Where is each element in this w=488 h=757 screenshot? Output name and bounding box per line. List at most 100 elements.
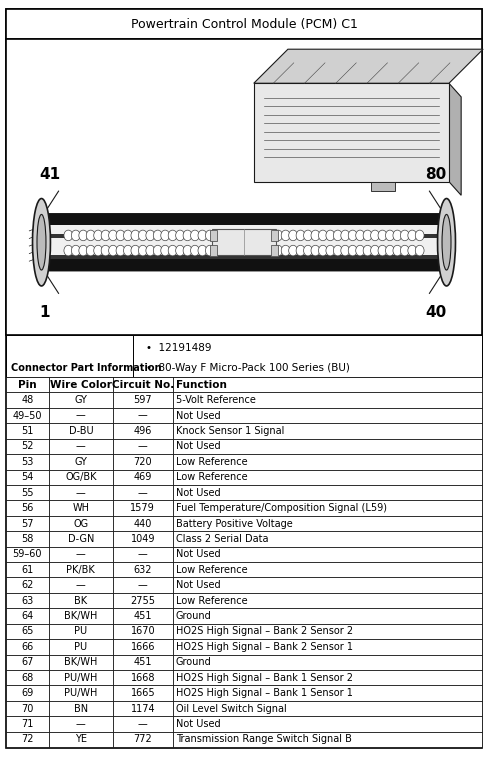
Bar	[49, 454, 113, 469]
Bar	[173, 377, 482, 392]
Bar	[44, 213, 444, 226]
Text: BK: BK	[74, 596, 87, 606]
Bar	[173, 670, 482, 686]
Text: D-BU: D-BU	[68, 426, 93, 436]
Ellipse shape	[71, 230, 80, 241]
Bar	[113, 670, 173, 686]
Text: Not Used: Not Used	[176, 441, 221, 451]
Bar	[6, 686, 49, 701]
Bar	[113, 732, 173, 747]
Text: 71: 71	[21, 719, 34, 729]
Text: BK/WH: BK/WH	[64, 657, 98, 668]
Ellipse shape	[176, 245, 184, 256]
Ellipse shape	[86, 230, 95, 241]
Text: PU: PU	[74, 627, 87, 637]
Ellipse shape	[393, 245, 402, 256]
Text: 69: 69	[21, 688, 33, 698]
Bar	[113, 392, 173, 408]
Bar	[173, 686, 482, 701]
Text: Not Used: Not Used	[176, 580, 221, 590]
Ellipse shape	[281, 230, 290, 241]
Text: GY: GY	[75, 395, 87, 405]
Bar	[6, 469, 49, 485]
Bar	[113, 423, 173, 438]
Ellipse shape	[363, 245, 372, 256]
Bar	[210, 245, 217, 256]
Text: —: —	[138, 441, 148, 451]
Ellipse shape	[326, 245, 335, 256]
Text: 5-Volt Reference: 5-Volt Reference	[176, 395, 256, 405]
Bar	[173, 454, 482, 469]
Bar	[6, 670, 49, 686]
Ellipse shape	[101, 230, 110, 241]
Bar	[173, 732, 482, 747]
Text: Not Used: Not Used	[176, 550, 221, 559]
Text: HO2S High Signal – Bank 2 Sensor 1: HO2S High Signal – Bank 2 Sensor 1	[176, 642, 353, 652]
Text: Wire Color: Wire Color	[50, 380, 112, 390]
Ellipse shape	[348, 245, 357, 256]
Bar	[6, 609, 49, 624]
Ellipse shape	[304, 230, 312, 241]
Text: 632: 632	[134, 565, 152, 575]
Ellipse shape	[363, 230, 372, 241]
Text: 80: 80	[425, 167, 447, 182]
Ellipse shape	[415, 230, 424, 241]
Text: 440: 440	[134, 519, 152, 528]
Bar	[49, 701, 113, 716]
Ellipse shape	[333, 245, 342, 256]
Ellipse shape	[176, 230, 184, 241]
Ellipse shape	[168, 245, 177, 256]
Ellipse shape	[296, 245, 305, 256]
Bar	[49, 469, 113, 485]
Text: 1666: 1666	[130, 642, 155, 652]
Text: 2755: 2755	[130, 596, 155, 606]
Text: —: —	[76, 719, 86, 729]
Text: PK/BK: PK/BK	[66, 565, 95, 575]
Text: 67: 67	[21, 657, 34, 668]
Text: Oil Level Switch Signal: Oil Level Switch Signal	[176, 703, 287, 714]
Text: OG/BK: OG/BK	[65, 472, 97, 482]
Bar	[49, 686, 113, 701]
Bar	[49, 531, 113, 547]
Text: —: —	[138, 580, 148, 590]
Bar	[49, 423, 113, 438]
Ellipse shape	[123, 245, 132, 256]
Text: 41: 41	[39, 167, 60, 182]
Bar	[49, 624, 113, 639]
Ellipse shape	[415, 245, 424, 256]
Bar	[113, 377, 173, 392]
Ellipse shape	[79, 245, 88, 256]
Text: BN: BN	[74, 703, 88, 714]
Text: Battery Positive Voltage: Battery Positive Voltage	[176, 519, 293, 528]
Text: 61: 61	[21, 565, 33, 575]
Bar	[49, 670, 113, 686]
Bar	[6, 593, 49, 609]
Text: Low Reference: Low Reference	[176, 596, 247, 606]
Ellipse shape	[341, 230, 349, 241]
Bar	[212, 229, 276, 255]
Ellipse shape	[296, 230, 305, 241]
Bar	[173, 701, 482, 716]
Text: 451: 451	[134, 611, 152, 621]
Ellipse shape	[438, 198, 455, 286]
Text: —: —	[76, 410, 86, 421]
Bar	[49, 639, 113, 655]
Ellipse shape	[64, 245, 73, 256]
Ellipse shape	[274, 245, 283, 256]
Bar	[49, 609, 113, 624]
Bar	[49, 516, 113, 531]
Text: 62: 62	[21, 580, 34, 590]
Bar	[49, 408, 113, 423]
Text: 1665: 1665	[130, 688, 155, 698]
Text: 57: 57	[21, 519, 34, 528]
Text: 64: 64	[21, 611, 33, 621]
Text: 55: 55	[21, 488, 34, 497]
Ellipse shape	[109, 245, 118, 256]
Bar	[173, 469, 482, 485]
Text: D-GN: D-GN	[68, 534, 94, 544]
Text: BK/WH: BK/WH	[64, 611, 98, 621]
Bar	[173, 562, 482, 578]
Text: —: —	[76, 580, 86, 590]
Ellipse shape	[386, 245, 394, 256]
Text: 63: 63	[21, 596, 33, 606]
